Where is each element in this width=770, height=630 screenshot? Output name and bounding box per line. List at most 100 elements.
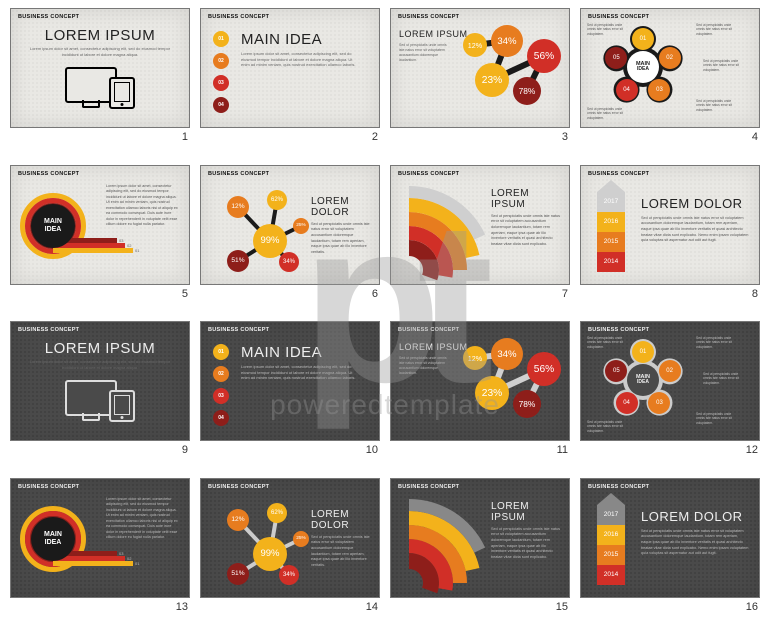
slide-number: 10 bbox=[366, 444, 378, 456]
slide-number: 1 bbox=[182, 131, 188, 143]
slide-header: BUSINESS CONCEPT bbox=[588, 484, 649, 490]
body-text: Sed ut perspiciatis unde omnis iste natu… bbox=[399, 356, 447, 376]
bubble-34%: 34% bbox=[491, 25, 523, 57]
slide-number: 6 bbox=[372, 288, 378, 300]
slide-number: 14 bbox=[366, 601, 378, 613]
step-dot-03: 03 bbox=[213, 75, 229, 91]
step-dot-02: 02 bbox=[213, 366, 229, 382]
petal-01: 01 bbox=[632, 28, 654, 50]
slide-3: BUSINESS CONCEPT LOREM IPSUM Sed ut pers… bbox=[390, 321, 570, 441]
year-2015: 2015 bbox=[597, 545, 625, 565]
main-idea-circle: MAINIDEA bbox=[31, 517, 75, 561]
petal-text-5: Sed ut perspiciatis unde omnis iste natu… bbox=[587, 336, 631, 349]
title: LOREM IPSUM bbox=[11, 27, 189, 44]
subtitle: Lorem ipsum dolor sit amet, consectetur … bbox=[29, 46, 171, 57]
node-51%: 51% bbox=[227, 250, 249, 272]
year-2016: 2016 bbox=[597, 525, 625, 545]
node-12%: 12% bbox=[227, 196, 249, 218]
subtitle: Lorem ipsum dolor sit amet, consectetur … bbox=[29, 359, 171, 370]
text-block: LOREM IPSUMSed ut perspiciatis unde omni… bbox=[491, 501, 561, 561]
petal-text-4: Sed ut perspiciatis unde omnis iste natu… bbox=[587, 420, 631, 433]
title: MAIN IDEA bbox=[241, 344, 322, 361]
slide-cell: BUSINESS CONCEPT2017201620152014LOREM DO… bbox=[580, 478, 760, 621]
slide-cell: BUSINESS CONCEPT2017201620152014LOREM DO… bbox=[580, 165, 760, 308]
dot-column: 01020304 bbox=[213, 31, 229, 113]
stripe bbox=[53, 248, 133, 253]
bubble-34%: 34% bbox=[491, 338, 523, 370]
slide-cell: BUSINESS CONCEPT LOREM IPSUM Lorem ipsum… bbox=[10, 8, 190, 151]
tablet-icon bbox=[109, 77, 135, 109]
petal-01: 01 bbox=[632, 341, 654, 363]
slide-header: BUSINESS CONCEPT bbox=[18, 327, 79, 333]
node-25%: 25% bbox=[293, 531, 309, 547]
petal-text-3: Sed ut perspiciatis unde omnis iste natu… bbox=[696, 99, 740, 112]
node-51%: 51% bbox=[227, 563, 249, 585]
slide-cell: BUSINESS CONCEPT 01020304 MAIN IDEA Lore… bbox=[200, 321, 380, 464]
devices-icon bbox=[65, 380, 135, 422]
slide-cell: BUSINESS CONCEPT 01 02 03MAINIDEA Lorem … bbox=[10, 165, 190, 308]
slide-header: BUSINESS CONCEPT bbox=[18, 171, 79, 177]
slide-cell: BUSINESS CONCEPT LOREM IPSUM Lorem ipsum… bbox=[10, 321, 190, 464]
tablet-icon bbox=[109, 390, 135, 422]
slide-cell: BUSINESS CONCEPTLOREM IPSUMSed ut perspi… bbox=[390, 165, 570, 308]
bubble-23%: 23% bbox=[475, 376, 509, 410]
text-block: LOREM DOLORSed ut perspiciatis unde omni… bbox=[641, 196, 749, 244]
slide-grid: BUSINESS CONCEPT LOREM IPSUM Lorem ipsum… bbox=[0, 0, 770, 630]
slide-header: BUSINESS CONCEPT bbox=[208, 327, 269, 333]
slide-number: 5 bbox=[182, 288, 188, 300]
slide-cell: BUSINESS CONCEPT99%12%62%25%34%51%LOREM … bbox=[200, 478, 380, 621]
slide-number: 9 bbox=[182, 444, 188, 456]
slide-8: BUSINESS CONCEPT2017201620152014LOREM DO… bbox=[580, 165, 760, 285]
petal-03: 03 bbox=[648, 392, 670, 414]
bubble-78%: 78% bbox=[513, 390, 541, 418]
node-center: 99% bbox=[253, 224, 287, 258]
slide-header: BUSINESS CONCEPT bbox=[18, 14, 79, 20]
slide-2: BUSINESS CONCEPT 01020304 MAIN IDEA Lore… bbox=[200, 321, 380, 441]
petal-text-1: Sed ut perspiciatis unde omnis iste natu… bbox=[696, 336, 740, 349]
year-2014: 2014 bbox=[597, 252, 625, 272]
node-62%: 62% bbox=[267, 503, 287, 523]
devices-icon bbox=[65, 67, 135, 109]
node-34%: 34% bbox=[279, 252, 299, 272]
year-2015: 2015 bbox=[597, 232, 625, 252]
bubble-12%: 12% bbox=[463, 33, 487, 57]
text-block: LOREM DOLORSed ut perspiciatis unde omni… bbox=[641, 509, 749, 557]
slide-header: BUSINESS CONCEPT bbox=[588, 171, 649, 177]
year-2017: 2017 bbox=[597, 192, 625, 212]
slide-cell: BUSINESS CONCEPT 01 02 03MAINIDEA Lorem … bbox=[10, 478, 190, 621]
slide-1: BUSINESS CONCEPT LOREM IPSUM Lorem ipsum… bbox=[10, 321, 190, 441]
slide-5: BUSINESS CONCEPT 01 02 03MAINIDEA Lorem … bbox=[10, 165, 190, 285]
stripe bbox=[53, 561, 133, 566]
node-34%: 34% bbox=[279, 565, 299, 585]
arrow-tip-icon bbox=[597, 493, 625, 505]
stripe-num: 03 bbox=[119, 551, 123, 556]
slide-2: BUSINESS CONCEPT 01020304 MAIN IDEA Lore… bbox=[200, 8, 380, 128]
petal-02: 02 bbox=[659, 47, 681, 69]
title: LOREM IPSUM bbox=[399, 342, 468, 352]
slide-7: BUSINESS CONCEPTLOREM IPSUMSed ut perspi… bbox=[390, 165, 570, 285]
petal-text-4: Sed ut perspiciatis unde omnis iste natu… bbox=[587, 107, 631, 120]
center-label: MAINIDEA bbox=[627, 364, 659, 396]
slide-4: BUSINESS CONCEPT0102030405MAINIDEASed ut… bbox=[580, 8, 760, 128]
slide-header: BUSINESS CONCEPT bbox=[18, 484, 79, 490]
bubble-56%: 56% bbox=[527, 352, 561, 386]
petal-04: 04 bbox=[616, 79, 638, 101]
slide-7: BUSINESS CONCEPTLOREM IPSUMSed ut perspi… bbox=[390, 478, 570, 598]
slide-1: BUSINESS CONCEPT LOREM IPSUM Lorem ipsum… bbox=[10, 8, 190, 128]
slide-cell: BUSINESS CONCEPT0102030405MAINIDEASed ut… bbox=[580, 321, 760, 464]
slide-cell: BUSINESS CONCEPT99%12%62%25%34%51%LOREM … bbox=[200, 165, 380, 308]
slide-8: BUSINESS CONCEPT2017201620152014LOREM DO… bbox=[580, 478, 760, 598]
petal-text-5: Sed ut perspiciatis unde omnis iste natu… bbox=[587, 23, 631, 36]
slide-5: BUSINESS CONCEPT 01 02 03MAINIDEA Lorem … bbox=[10, 478, 190, 598]
body-text: Lorem ipsum dolor sit amet, consectetur … bbox=[241, 51, 361, 68]
dot-column: 01020304 bbox=[213, 344, 229, 426]
petal-text-2: Sed ut perspiciatis unde omnis iste natu… bbox=[703, 59, 747, 72]
stripe-num: 01 bbox=[135, 561, 139, 566]
petal-text-3: Sed ut perspiciatis unde omnis iste natu… bbox=[696, 412, 740, 425]
slide-number: 12 bbox=[746, 444, 758, 456]
stripe-num: 01 bbox=[135, 248, 139, 253]
slide-number: 15 bbox=[556, 601, 568, 613]
slide-4: BUSINESS CONCEPT0102030405MAINIDEASed ut… bbox=[580, 321, 760, 441]
body-text: Lorem ipsum dolor sit amet, consectetur … bbox=[106, 184, 178, 228]
slide-cell: BUSINESS CONCEPT LOREM IPSUM Sed ut pers… bbox=[390, 8, 570, 151]
